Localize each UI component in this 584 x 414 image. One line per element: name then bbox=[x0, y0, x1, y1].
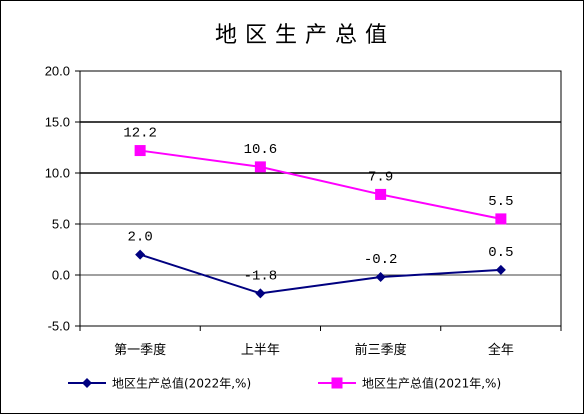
data-label: -1.8 bbox=[244, 268, 278, 284]
series-2: 12.2 10.6 7.9 5.5 bbox=[123, 126, 513, 225]
x-tick-label: 上半年 bbox=[241, 343, 280, 358]
y-tick-label: 5.0 bbox=[52, 217, 70, 232]
y-tick-label: 10.0 bbox=[45, 166, 70, 181]
data-point bbox=[134, 145, 146, 157]
legend-label: 地区生产总值(2022年,%) bbox=[112, 376, 251, 391]
data-label: 12.2 bbox=[123, 126, 157, 142]
plot-border bbox=[79, 70, 562, 327]
legend-item-2: 地区生产总值(2021年,%) bbox=[318, 376, 501, 391]
data-point bbox=[254, 161, 266, 173]
data-point bbox=[375, 188, 387, 200]
chart-title: 地区生产总值 bbox=[215, 23, 395, 48]
data-point bbox=[135, 249, 146, 260]
plot-area: 20.0 15.0 10.0 5.0 0.0 -5.0 第一季度 上半年 前三季度 全年 2.0 -1… bbox=[45, 64, 562, 358]
y-tick-label: 0.0 bbox=[52, 268, 70, 283]
data-label: 10.6 bbox=[244, 142, 278, 158]
series-line bbox=[139, 149, 502, 220]
data-label: -0.2 bbox=[364, 252, 398, 268]
legend-label: 地区生产总值(2021年,%) bbox=[362, 376, 501, 391]
data-point bbox=[495, 264, 506, 275]
x-tick-label: 前三季度 bbox=[355, 342, 407, 358]
data-point bbox=[495, 213, 507, 225]
legend-item-1: 地区生产总值(2022年,%) bbox=[68, 376, 251, 391]
legend: 地区生产总值(2022年,%) 地区生产总值(2021年,%) bbox=[68, 376, 501, 391]
series-line bbox=[139, 253, 501, 295]
data-label: 0.5 bbox=[488, 245, 513, 261]
data-label: 5.5 bbox=[488, 194, 513, 210]
data-label: 7.9 bbox=[368, 169, 393, 185]
data-label: 2.0 bbox=[128, 230, 153, 246]
y-tick-label: 15.0 bbox=[45, 115, 70, 130]
legend-marker bbox=[331, 377, 343, 389]
legend-marker bbox=[82, 378, 92, 388]
data-point bbox=[375, 272, 386, 283]
x-tick-label: 全年 bbox=[488, 342, 514, 358]
x-tick-label: 第一季度 bbox=[114, 342, 166, 358]
series-1: 2.0 -1.8 -0.2 0.5 bbox=[128, 230, 513, 299]
y-tick-label: -5.0 bbox=[48, 319, 70, 334]
y-tick-label: 20.0 bbox=[45, 64, 70, 79]
data-point bbox=[255, 288, 266, 299]
